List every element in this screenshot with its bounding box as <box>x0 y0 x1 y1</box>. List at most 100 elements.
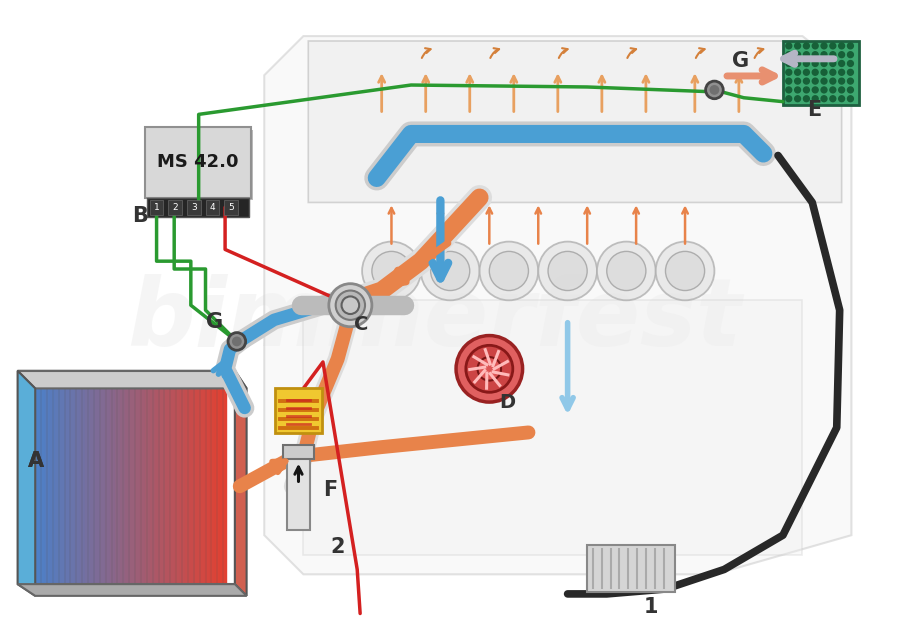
Circle shape <box>813 60 818 66</box>
Circle shape <box>795 43 800 49</box>
Circle shape <box>813 87 818 93</box>
Circle shape <box>830 43 836 49</box>
Bar <box>148 130 254 200</box>
Polygon shape <box>309 41 842 202</box>
Bar <box>50 377 56 592</box>
Circle shape <box>490 251 528 290</box>
Circle shape <box>848 69 853 75</box>
Circle shape <box>478 357 501 381</box>
Polygon shape <box>18 371 35 596</box>
Bar <box>149 200 164 215</box>
Circle shape <box>804 78 809 84</box>
Bar <box>150 377 156 592</box>
Circle shape <box>848 96 853 101</box>
Text: A: A <box>27 450 43 471</box>
Bar <box>80 377 86 592</box>
Circle shape <box>813 78 818 84</box>
Circle shape <box>228 333 246 350</box>
Circle shape <box>848 87 853 93</box>
Circle shape <box>839 60 844 66</box>
Circle shape <box>706 81 724 99</box>
Bar <box>155 377 161 592</box>
Text: 4: 4 <box>210 203 215 212</box>
Bar <box>60 377 67 592</box>
Circle shape <box>336 290 365 320</box>
Bar <box>70 377 77 592</box>
Bar <box>35 377 41 592</box>
Bar <box>220 377 226 592</box>
Text: B: B <box>132 206 148 226</box>
Bar <box>165 377 171 592</box>
Bar <box>125 377 131 592</box>
Circle shape <box>839 78 844 84</box>
Circle shape <box>548 251 587 290</box>
Bar <box>140 377 146 592</box>
Circle shape <box>821 43 827 49</box>
Circle shape <box>786 43 792 49</box>
Polygon shape <box>18 584 247 596</box>
Circle shape <box>813 69 818 75</box>
Bar <box>287 457 310 530</box>
Bar <box>95 377 101 592</box>
Polygon shape <box>303 301 803 555</box>
Bar <box>147 198 248 217</box>
Circle shape <box>795 60 800 66</box>
Bar <box>115 377 122 592</box>
Bar <box>215 377 221 592</box>
Polygon shape <box>265 36 851 575</box>
Text: 1: 1 <box>154 203 159 212</box>
Circle shape <box>839 43 844 49</box>
Circle shape <box>848 78 853 84</box>
Circle shape <box>821 60 827 66</box>
Bar <box>190 377 196 592</box>
Circle shape <box>821 96 827 101</box>
Circle shape <box>786 60 792 66</box>
Circle shape <box>786 69 792 75</box>
Text: bimmerfest: bimmerfest <box>127 274 742 366</box>
Circle shape <box>848 43 853 49</box>
Text: 3: 3 <box>191 203 196 212</box>
Circle shape <box>456 336 523 402</box>
Bar <box>170 377 176 592</box>
Bar <box>110 377 116 592</box>
Polygon shape <box>275 389 322 433</box>
Circle shape <box>830 87 836 93</box>
Bar <box>86 377 91 592</box>
Text: MS 42.0: MS 42.0 <box>157 153 238 171</box>
Circle shape <box>839 87 844 93</box>
Circle shape <box>804 60 809 66</box>
Circle shape <box>821 69 827 75</box>
Bar <box>145 377 151 592</box>
Circle shape <box>372 251 411 290</box>
Circle shape <box>430 251 470 290</box>
Circle shape <box>341 296 359 314</box>
Bar <box>185 377 191 592</box>
Circle shape <box>804 52 809 57</box>
Circle shape <box>795 87 800 93</box>
Circle shape <box>813 52 818 57</box>
Circle shape <box>821 52 827 57</box>
Circle shape <box>839 69 844 75</box>
Circle shape <box>795 96 800 101</box>
Circle shape <box>786 87 792 93</box>
Bar <box>195 377 201 592</box>
Circle shape <box>795 52 800 57</box>
Circle shape <box>839 96 844 101</box>
Bar <box>145 127 250 198</box>
Text: G: G <box>732 52 749 71</box>
Polygon shape <box>235 371 247 596</box>
Circle shape <box>656 241 715 301</box>
Text: 2: 2 <box>173 203 178 212</box>
Text: C: C <box>355 314 369 334</box>
Text: 1: 1 <box>644 597 659 617</box>
Circle shape <box>821 87 827 93</box>
Circle shape <box>804 96 809 101</box>
Bar <box>55 377 61 592</box>
Circle shape <box>804 69 809 75</box>
Bar <box>783 41 860 105</box>
Circle shape <box>786 78 792 84</box>
Bar <box>105 377 112 592</box>
Circle shape <box>362 241 421 301</box>
Circle shape <box>665 251 705 290</box>
Circle shape <box>786 52 792 57</box>
